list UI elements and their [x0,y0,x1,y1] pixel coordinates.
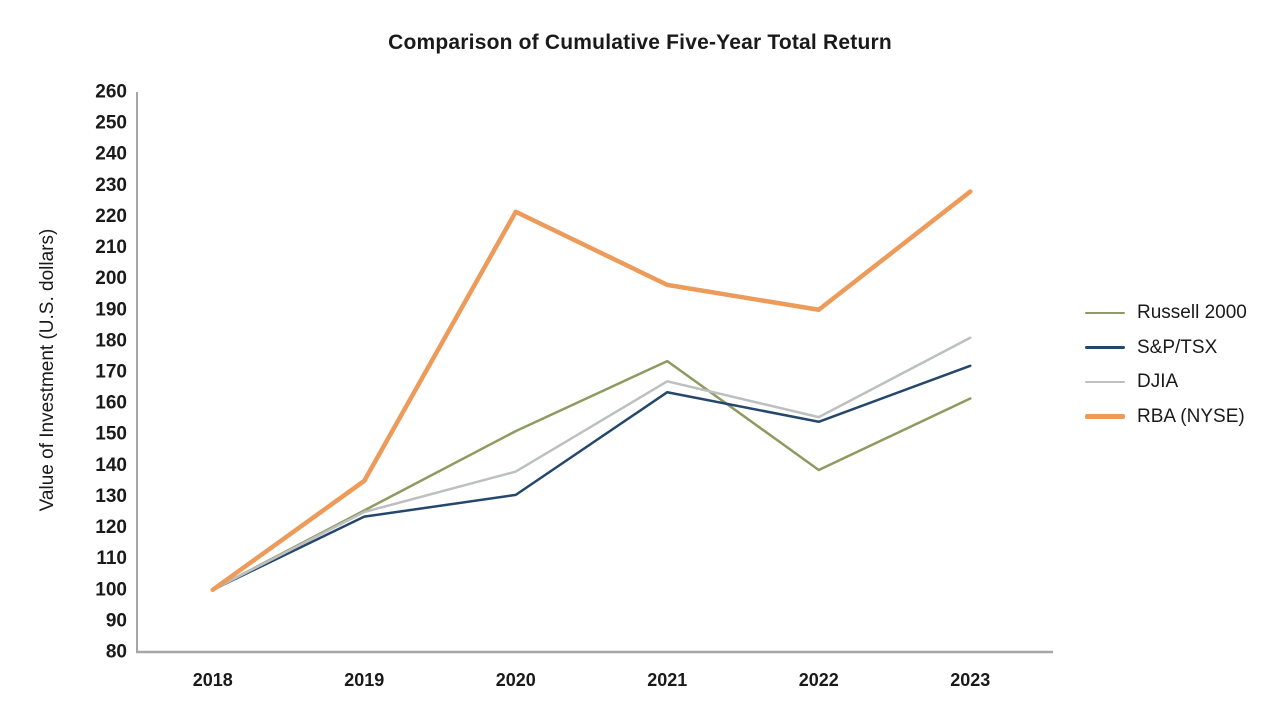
legend-line-swatch [1085,380,1125,384]
legend-label: Russell 2000 [1137,302,1247,323]
series-line-s-p-tsx [211,364,972,592]
y-tick-label: 120 [95,517,127,538]
y-tick-label: 130 [95,486,127,507]
y-tick-label: 150 [95,424,127,445]
legend-line-swatch [1085,414,1125,419]
legend: Russell 2000 S&P/TSX DJIA RBA (NYSE) [1085,300,1247,438]
legend-item: DJIA [1085,369,1247,395]
y-tick-label: 210 [95,237,127,258]
legend-label: DJIA [1137,371,1179,392]
y-tick-label: 170 [95,362,127,383]
legend-item: RBA (NYSE) [1085,404,1247,430]
x-tick-label: 2021 [647,670,687,690]
y-tick-label: 160 [95,393,127,414]
x-tick-label: 2018 [193,670,233,690]
x-tick-label: 2020 [496,670,536,690]
y-tick-label: 230 [95,175,127,196]
y-tick-label: 260 [95,82,127,103]
x-tick-label: 2023 [950,670,990,690]
y-tick-label: 140 [95,455,127,476]
y-tick-label: 90 [106,610,127,631]
legend-label: S&P/TSX [1137,336,1218,358]
y-tick-label: 100 [95,579,127,600]
legend-line-swatch [1085,346,1125,349]
y-tick-label: 180 [95,330,127,351]
y-tick-label: 190 [95,299,127,320]
legend-label: RBA (NYSE) [1137,405,1245,427]
x-tick-label: 2019 [344,670,384,690]
chart-title: Comparison of Cumulative Five-Year Total… [388,31,892,54]
legend-item: Russell 2000 [1085,300,1247,326]
series-line-djia [211,336,972,592]
legend-line-swatch [1085,311,1125,315]
y-tick-label: 240 [95,144,127,165]
series-line-russell-2000 [211,359,972,592]
y-tick-label: 250 [95,113,127,134]
legend-item: S&P/TSX [1085,335,1247,361]
x-tick-label: 2022 [799,670,839,690]
series-line-rba-nyse [210,189,973,593]
y-tick-label: 80 [106,642,127,663]
y-tick-label: 110 [96,548,127,569]
y-tick-label: 220 [95,206,127,227]
y-tick-label: 200 [95,268,127,289]
